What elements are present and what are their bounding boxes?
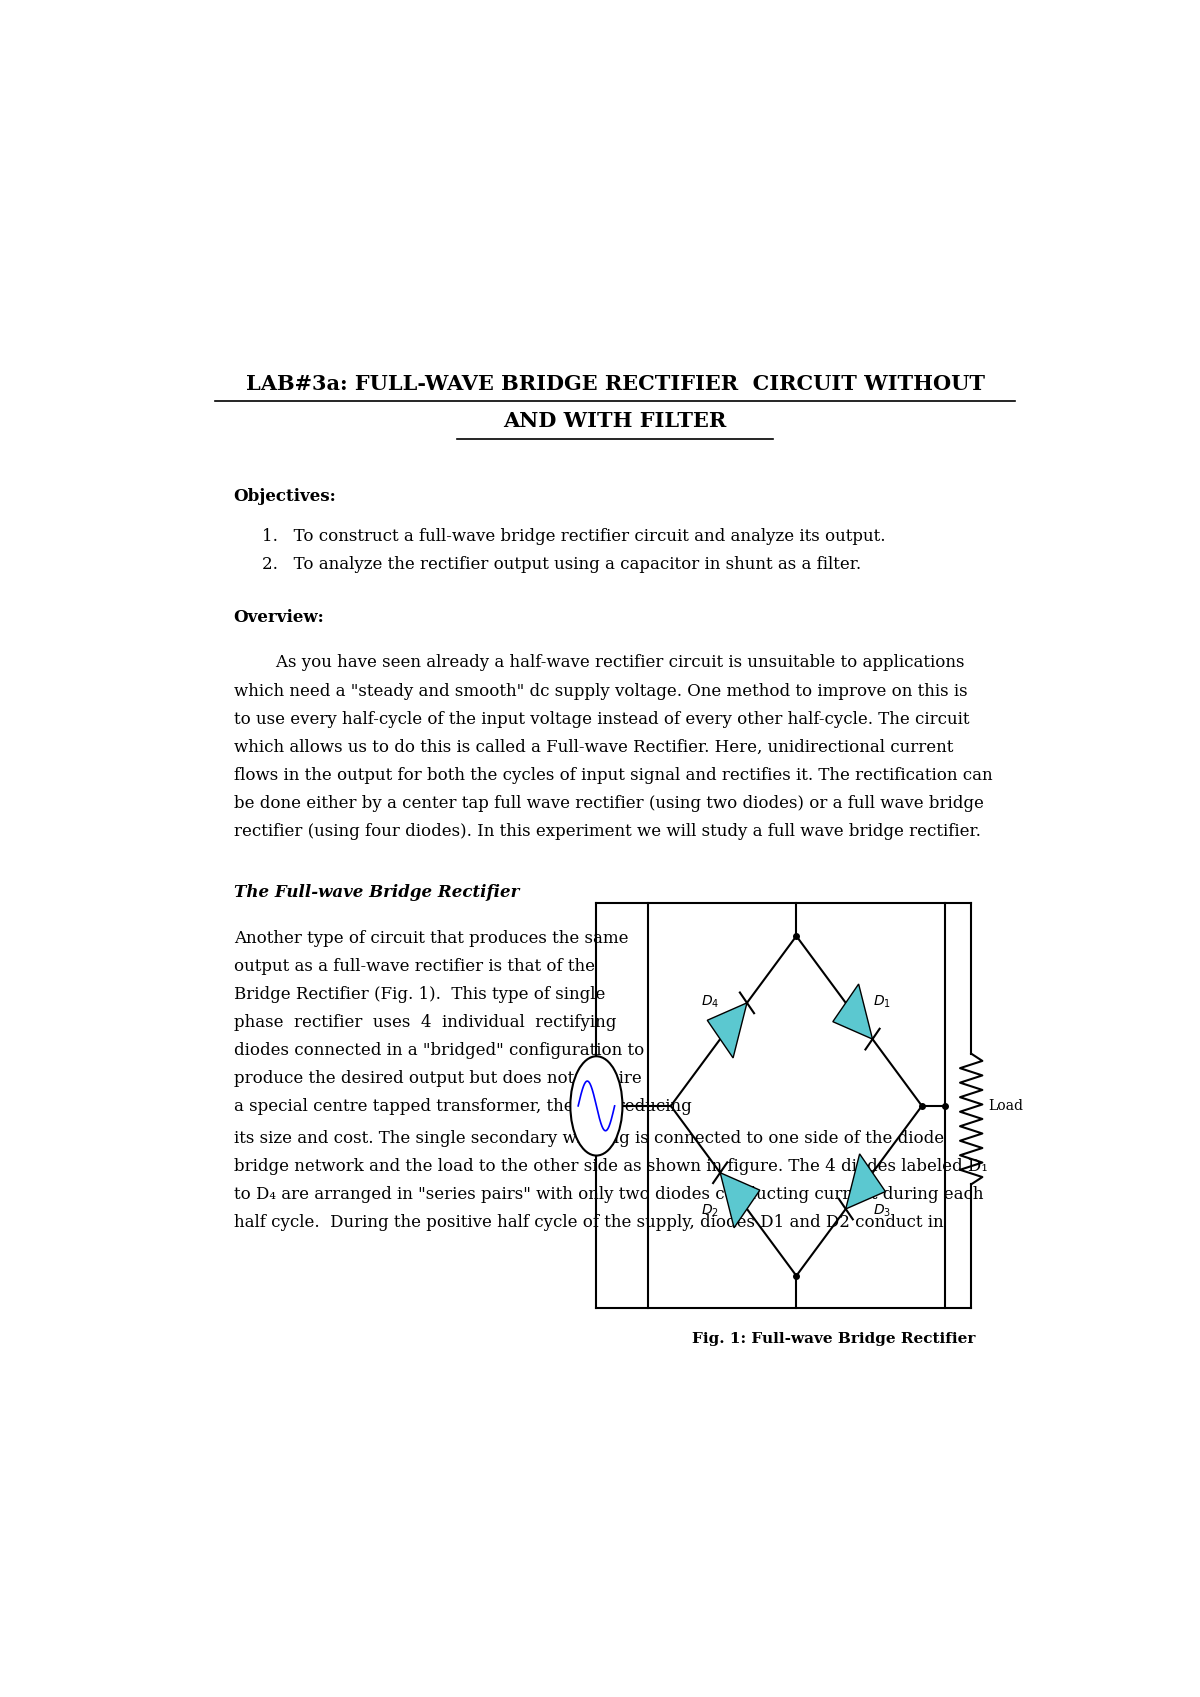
Text: diodes connected in a "bridged" configuration to: diodes connected in a "bridged" configur… [234,1042,644,1059]
Text: rectifier (using four diodes). In this experiment we will study a full wave brid: rectifier (using four diodes). In this e… [234,823,980,840]
Text: AND WITH FILTER: AND WITH FILTER [503,411,727,431]
Polygon shape [720,1173,760,1229]
Text: Overview:: Overview: [234,609,324,626]
Ellipse shape [570,1056,623,1156]
Text: Fig. 1: Full-wave Bridge Rectifier: Fig. 1: Full-wave Bridge Rectifier [692,1332,976,1346]
Text: which allows us to do this is called a Full-wave Rectifier. Here, unidirectional: which allows us to do this is called a F… [234,738,953,755]
Text: $D_2$: $D_2$ [701,1201,719,1218]
Polygon shape [846,1154,886,1208]
Polygon shape [833,984,872,1039]
Text: flows in the output for both the cycles of input signal and rectifies it. The re: flows in the output for both the cycles … [234,767,992,784]
Text: $D_1$: $D_1$ [874,993,892,1010]
Text: bridge network and the load to the other side as shown in figure. The 4 diodes l: bridge network and the load to the other… [234,1157,988,1176]
Text: be done either by a center tap full wave rectifier (using two diodes) or a full : be done either by a center tap full wave… [234,794,984,811]
Text: produce the desired output but does not require: produce the desired output but does not … [234,1071,642,1088]
Text: Another type of circuit that produces the same: Another type of circuit that produces th… [234,930,629,947]
Text: $D_3$: $D_3$ [874,1201,892,1218]
Text: $D_4$: $D_4$ [701,993,720,1010]
Text: a special centre tapped transformer, thereby reducing: a special centre tapped transformer, the… [234,1098,691,1115]
Text: Objectives:: Objectives: [234,489,336,506]
Text: LAB#3a: FULL-WAVE BRIDGE RECTIFIER  CIRCUIT WITHOUT: LAB#3a: FULL-WAVE BRIDGE RECTIFIER CIRCU… [246,373,984,394]
Text: Load: Load [988,1100,1022,1113]
Text: half cycle.  During the positive half cycle of the supply, diodes D1 and D2 cond: half cycle. During the positive half cyc… [234,1215,943,1232]
Text: 2.   To analyze the rectifier output using a capacitor in shunt as a filter.: 2. To analyze the rectifier output using… [262,557,860,574]
Polygon shape [707,1003,746,1057]
Bar [648,903,946,1308]
Text: The Full-wave Bridge Rectifier: The Full-wave Bridge Rectifier [234,884,520,901]
Text: 1.   To construct a full-wave bridge rectifier circuit and analyze its output.: 1. To construct a full-wave bridge recti… [262,528,886,545]
Text: to use every half-cycle of the input voltage instead of every other half-cycle. : to use every half-cycle of the input vol… [234,711,970,728]
Text: to D₄ are arranged in "series pairs" with only two diodes conducting current dur: to D₄ are arranged in "series pairs" wit… [234,1186,983,1203]
Text: which need a "steady and smooth" dc supply voltage. One method to improve on thi: which need a "steady and smooth" dc supp… [234,682,967,699]
Text: Bridge Rectifier (Fig. 1).  This type of single: Bridge Rectifier (Fig. 1). This type of … [234,986,605,1003]
Text: phase  rectifier  uses  4  individual  rectifying: phase rectifier uses 4 individual rectif… [234,1013,616,1030]
Text: its size and cost. The single secondary winding is connected to one side of the : its size and cost. The single secondary … [234,1130,944,1147]
Text: As you have seen already a half-wave rectifier circuit is unsuitable to applicat: As you have seen already a half-wave rec… [234,655,965,672]
Text: output as a full-wave rectifier is that of the: output as a full-wave rectifier is that … [234,957,595,974]
